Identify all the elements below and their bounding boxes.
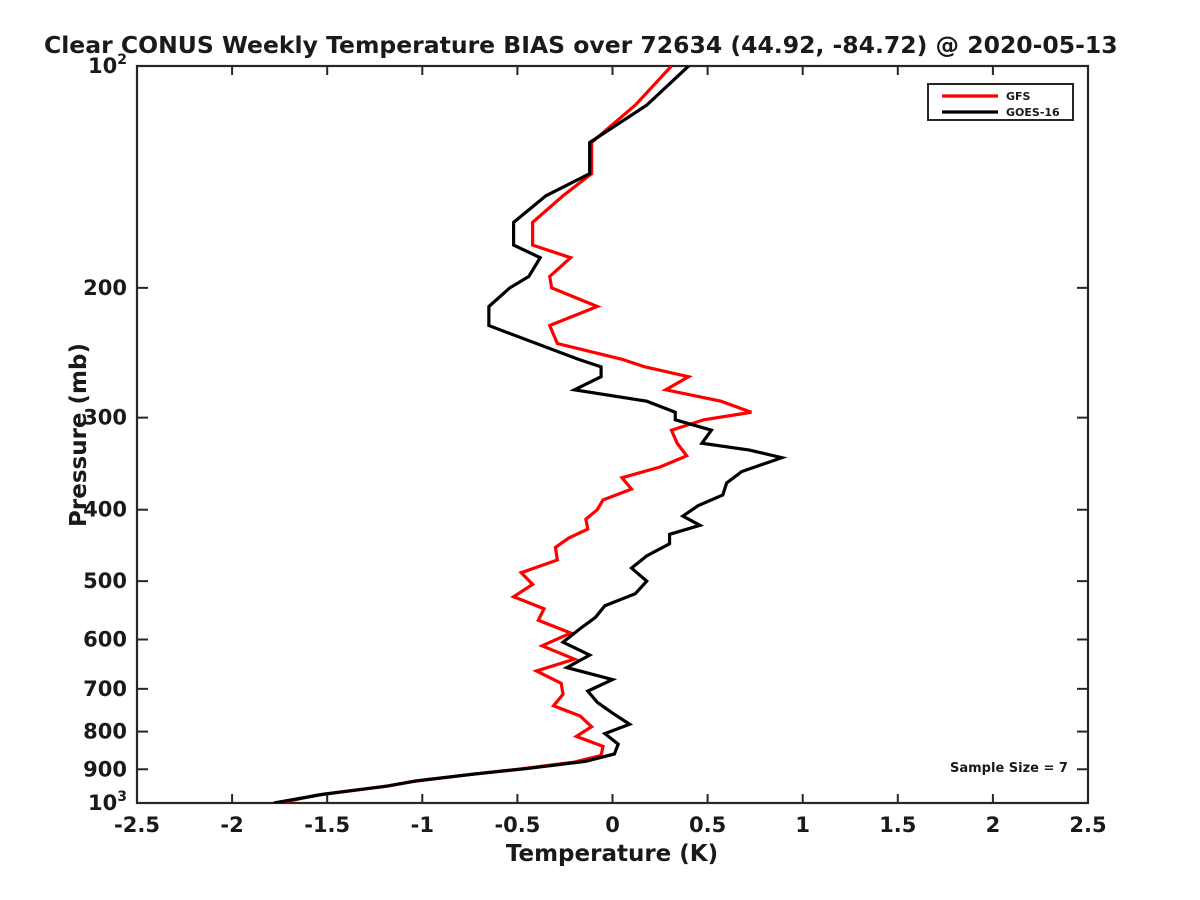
x-tick-label: -1 — [411, 813, 434, 837]
series-line-goes-16 — [273, 66, 788, 803]
x-tick-label: 0.5 — [689, 813, 726, 837]
y-tick-label: 103 — [88, 789, 127, 815]
chart-title: Clear CONUS Weekly Temperature BIAS over… — [44, 31, 1118, 59]
plot-frame — [135, 64, 1090, 805]
y-axis-tick-labels: 102 200 300 400 500 600 700 800 900 103 — [83, 52, 127, 815]
y-tick-label: 700 — [83, 677, 127, 701]
x-axis-ticks — [136, 66, 1089, 803]
y-tick-label: 300 — [83, 406, 127, 430]
y-tick-label: 600 — [83, 627, 127, 651]
x-tick-label: -0.5 — [494, 813, 540, 837]
y-tick-label: 200 — [83, 276, 127, 300]
legend-frame — [927, 83, 1074, 121]
x-axis-tick-labels: -2.5 -2 -1.5 -1 -0.5 0 0.5 1 1.5 2 2.5 — [114, 813, 1107, 837]
y-axis-label: Pressure (mb) — [66, 343, 92, 527]
y-tick-label: 102 — [88, 52, 127, 78]
y-tick-label: 400 — [83, 498, 127, 522]
data-series-group — [273, 66, 788, 803]
x-axis-label: Temperature (K) — [506, 841, 718, 867]
sample-size-annotation: Sample Size = 7 — [950, 761, 1068, 776]
legend-label-goes-16: GOES-16 — [1006, 106, 1060, 119]
x-tick-label: 1 — [795, 813, 810, 837]
series-line-gfs — [279, 66, 752, 803]
x-tick-label: -1.5 — [304, 813, 350, 837]
x-tick-label: 0 — [605, 813, 620, 837]
series-clip-group — [273, 66, 788, 803]
y-axis-ticks — [137, 65, 1088, 804]
x-tick-label: -2.5 — [114, 813, 160, 837]
x-tick-label: 2.5 — [1069, 813, 1106, 837]
x-tick-label: -2 — [220, 813, 243, 837]
y-tick-label: 900 — [83, 757, 127, 781]
legend-label-gfs: GFS — [1006, 90, 1031, 103]
x-tick-label: 1.5 — [879, 813, 916, 837]
x-tick-label: 2 — [986, 813, 1001, 837]
y-tick-label: 500 — [83, 569, 127, 593]
legend-entries: GFS GOES-16 — [942, 90, 1060, 119]
y-tick-label: 800 — [83, 720, 127, 744]
chart-legend[interactable]: GFS GOES-16 — [927, 83, 1074, 121]
